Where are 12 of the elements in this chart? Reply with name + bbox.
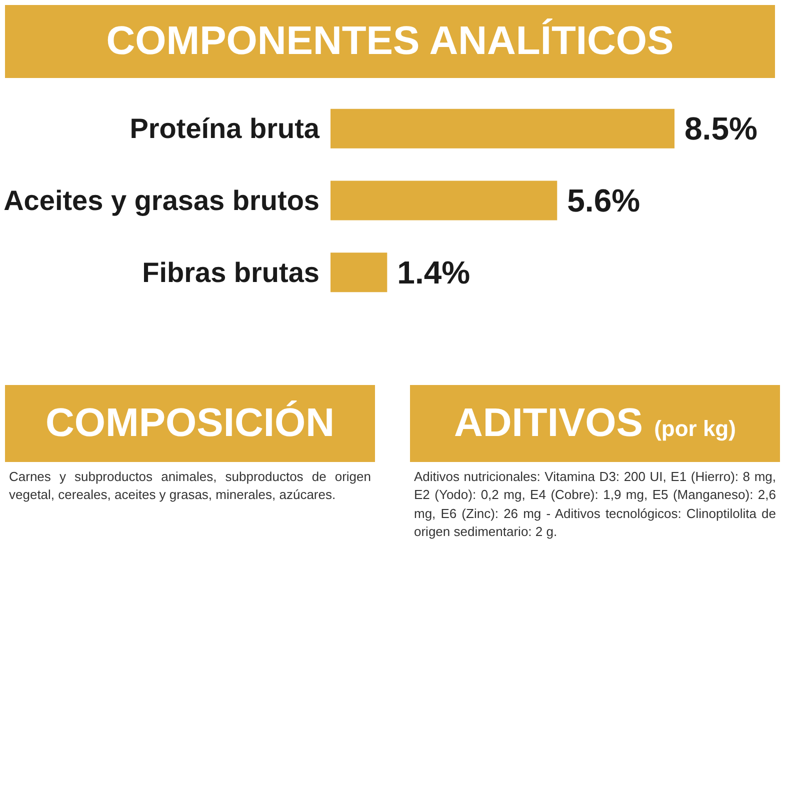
- text: Carnes y subproductos animales, subproductos de origen vegetal, cereales, aceites y grasas, minerales, azúcares.: [9, 468, 371, 504]
- data-label: 8.5%: [684, 110, 758, 147]
- chart-title: COMPONENTES ANALÍTICOS: [5, 5, 775, 78]
- text: ADITIVOS: [454, 401, 643, 445]
- text: COMPOSICIÓN: [5, 385, 375, 462]
- y-tick-label: Fibras brutas: [142, 256, 320, 288]
- text: (por kg): [654, 416, 736, 441]
- data-label: 1.4%: [397, 254, 470, 290]
- y-tick-label: Aceites y grasas brutos: [4, 185, 320, 216]
- data-label: 5.6%: [567, 182, 640, 218]
- y-tick-label: Proteína bruta: [130, 113, 320, 144]
- text: Aditivos nutricionales: Vitamina D3: 200 UI, E1 (Hierro): 8 mg, E2 (Yodo): 0,2 mg, E4 (Cobre): 1,9 mg, E5 (Manganeso): 2,6 mg, E6 (Zinc): 26 mg - Aditivos tecnológicos: Clinoptilolita de origen sedimentario: 2 g.: [414, 468, 776, 541]
